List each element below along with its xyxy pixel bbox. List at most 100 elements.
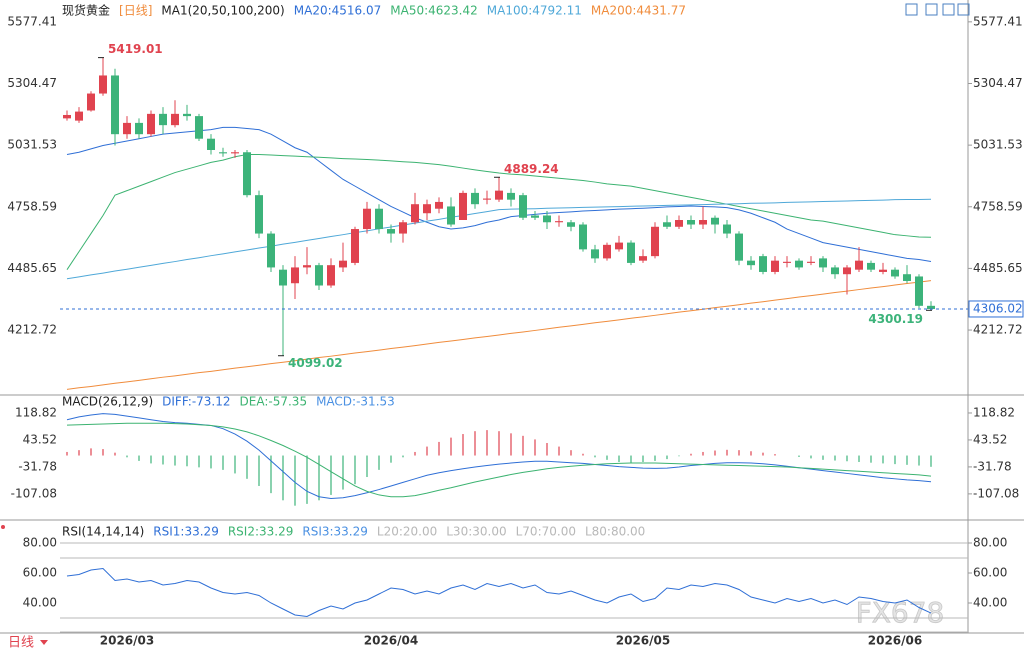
candle-body: [675, 220, 683, 227]
ma-line: [66, 126, 932, 263]
candle-body: [315, 265, 323, 286]
y-tick-label: 5031.53: [7, 138, 57, 152]
candle-body: [123, 122, 131, 135]
period-button[interactable]: 日线: [8, 636, 34, 651]
legend-label: RSI(14,14,14): [62, 525, 144, 539]
candle-body: [147, 113, 155, 135]
candle-body: [195, 116, 203, 139]
legend-label: RSI3:33.29: [302, 525, 368, 539]
candle-body: [219, 152, 227, 154]
icon-zoom-in[interactable]: [925, 3, 938, 16]
y-tick-label: 4485.65: [7, 261, 57, 275]
extreme-label: 4889.24: [504, 162, 559, 176]
candle-body: [759, 256, 767, 272]
legend-label: MA20:4516.07: [294, 4, 382, 18]
candle-body: [711, 217, 719, 225]
candle-body: [75, 111, 83, 121]
extreme-label: 4300.19: [868, 312, 923, 326]
y-tick-label: 4758.59: [7, 199, 57, 213]
y-tick-label: 43.52: [23, 432, 57, 446]
candle-body: [855, 260, 863, 270]
candle-body: [891, 269, 899, 277]
legend-label: L80:80.00: [585, 525, 645, 539]
candle-body: [495, 190, 503, 200]
ma-line: [66, 280, 932, 390]
y-tick-label: 5577.41: [7, 14, 57, 28]
marker-dot: [1, 525, 5, 529]
period-dropdown-icon[interactable]: [40, 640, 48, 645]
legend-label: 现货黄金: [62, 3, 110, 18]
icon-move[interactable]: [905, 3, 918, 16]
candle-body: [447, 206, 455, 225]
candle-body: [819, 258, 827, 268]
y-tick-label: 40.00: [23, 596, 57, 610]
legend-label: [日线]: [119, 4, 152, 18]
ma-line: [66, 154, 932, 270]
candle-body: [543, 215, 551, 223]
y-tick-label: -107.08: [973, 486, 1019, 500]
candle-body: [351, 229, 359, 263]
candle-body: [627, 242, 635, 263]
candle-body: [183, 113, 191, 117]
x-tick-label: 2026/06: [868, 634, 922, 648]
candle-body: [795, 260, 803, 268]
candle-body: [303, 265, 311, 268]
candle-body: [591, 249, 599, 259]
legend-label: L70:70.00: [516, 525, 576, 539]
legend-label: L30:30.00: [446, 525, 506, 539]
y-tick-label: 40.00: [973, 596, 1007, 610]
legend-label: MA50:4623.42: [390, 4, 478, 18]
candle-body: [111, 75, 119, 135]
toolbar-icons[interactable]: [905, 3, 970, 16]
y-tick-label: 43.52: [973, 432, 1007, 446]
y-tick-label: 4212.72: [973, 323, 1023, 337]
y-tick-label: 5304.47: [7, 76, 57, 90]
candle-body: [927, 305, 935, 309]
legend-label: MACD:-31.53: [316, 395, 395, 409]
watermark: FX678: [856, 596, 945, 629]
macd-line: [66, 422, 932, 498]
icon-fullscreen[interactable]: [957, 3, 970, 16]
icon-zoom-out[interactable]: [942, 3, 955, 16]
candle-body: [843, 267, 851, 275]
legend-label: L20:20.00: [377, 525, 437, 539]
y-tick-label: 5304.47: [973, 76, 1023, 90]
candle-body: [231, 152, 239, 154]
y-tick-label: -107.08: [11, 486, 57, 500]
candle-body: [375, 208, 383, 230]
candle-body: [699, 220, 707, 225]
y-tick-label: 4758.59: [973, 199, 1023, 213]
x-tick-label: 2026/04: [364, 634, 418, 648]
candle-body: [783, 261, 791, 263]
candle-body: [831, 267, 839, 275]
candle-body: [459, 192, 467, 221]
legend-label: MA100:4792.11: [487, 4, 582, 18]
candle-body: [567, 222, 575, 227]
candle-body: [915, 276, 923, 306]
candle-body: [663, 222, 671, 227]
candle-body: [171, 113, 179, 126]
candle-body: [867, 262, 875, 270]
y-tick-label: 5031.53: [973, 138, 1023, 152]
candle-body: [207, 138, 215, 150]
x-tick-label: 2026/03: [100, 634, 154, 648]
candle-body: [579, 224, 587, 250]
y-tick-label: -31.78: [973, 459, 1012, 473]
candle-body: [471, 192, 479, 205]
legend-label: RSI1:33.29: [153, 525, 219, 539]
candle-body: [243, 152, 251, 196]
y-tick-label: -31.78: [18, 459, 57, 473]
rsi-line: [66, 567, 932, 618]
candle-body: [327, 265, 335, 286]
candle-body: [639, 256, 647, 261]
candle-body: [63, 114, 71, 119]
y-tick-label: 80.00: [23, 536, 57, 550]
y-tick-label: 4485.65: [973, 261, 1023, 275]
extreme-label: 5419.01: [108, 42, 163, 56]
candle-body: [135, 122, 143, 135]
candle-body: [339, 260, 347, 268]
candle-body: [807, 261, 815, 263]
candle-body: [291, 267, 299, 284]
